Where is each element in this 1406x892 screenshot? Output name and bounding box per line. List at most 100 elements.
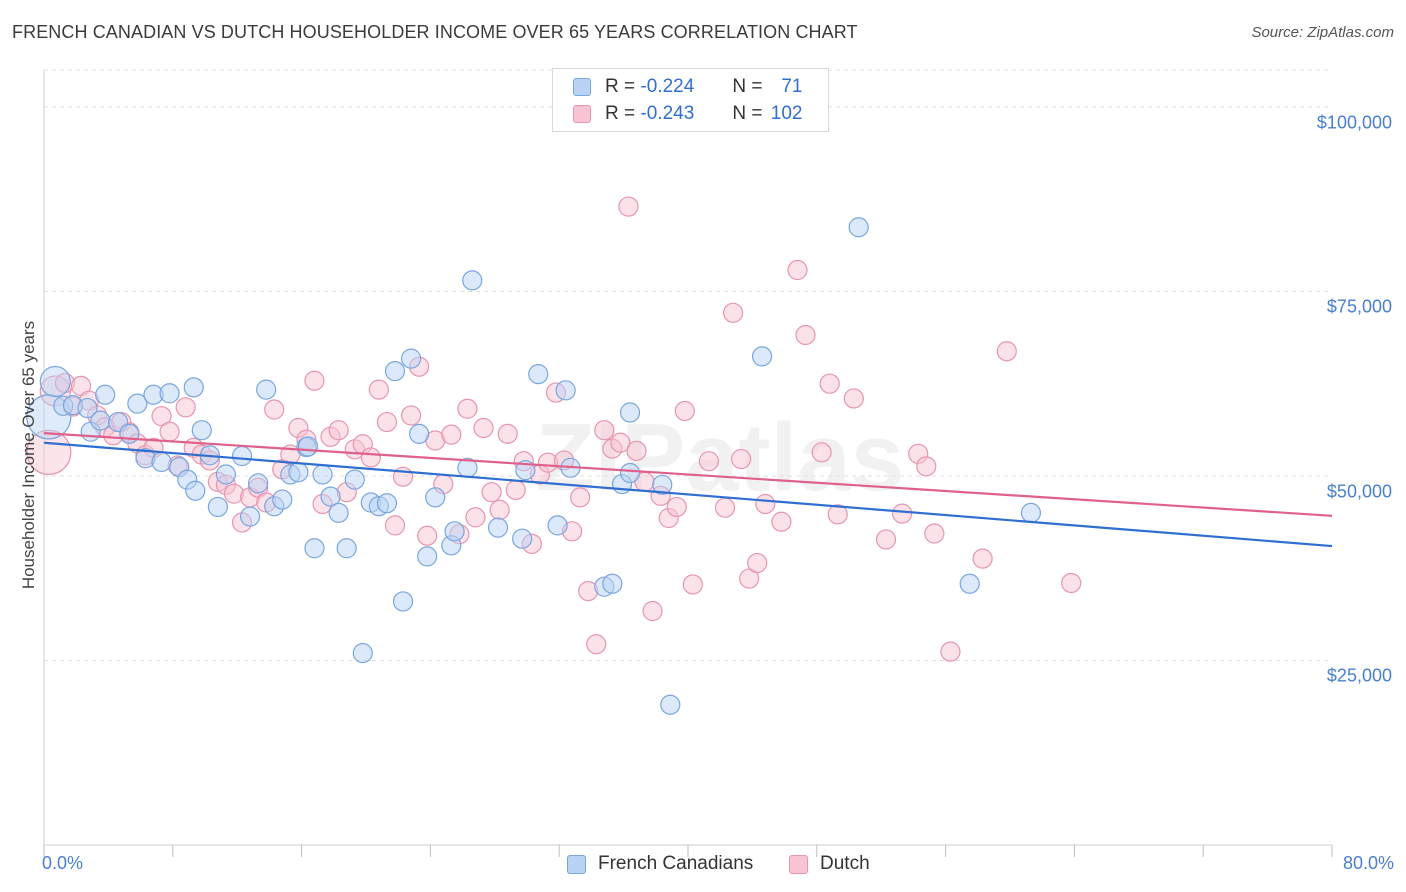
dutch-point xyxy=(698,451,720,472)
french-canadian-point xyxy=(528,363,549,385)
gridlines xyxy=(44,69,1332,661)
french-canadian-point xyxy=(256,379,277,400)
legend-n-value: 102 xyxy=(770,103,803,124)
y-tick-label-100000: $100,000 xyxy=(1316,112,1392,133)
french-canadian-point xyxy=(297,436,319,457)
dutch-point xyxy=(795,324,816,346)
dutch-point xyxy=(264,399,285,420)
french-canadian-point xyxy=(444,521,465,542)
french-canadian-point xyxy=(328,502,349,523)
french-canadian-point xyxy=(376,493,398,514)
french-canadian-point xyxy=(272,489,293,510)
legend-row-dutch: R = -0.243 N = 102 xyxy=(573,103,803,125)
dutch-point xyxy=(731,448,752,470)
french-canadian-point xyxy=(751,346,773,367)
dutch-point xyxy=(626,440,647,461)
dutch-point xyxy=(175,397,196,418)
french-canadian-point xyxy=(555,380,576,401)
french-canadian-point xyxy=(288,462,309,483)
dutch-point xyxy=(376,411,398,433)
legend-item-dutch[interactable]: Dutch xyxy=(789,853,870,875)
french-canadian-point xyxy=(239,506,261,527)
chart-title: FRENCH CANADIAN VS DUTCH HOUSEHOLDER INC… xyxy=(12,22,858,42)
legend-r-label: R = xyxy=(605,103,636,124)
dutch-point xyxy=(827,504,848,525)
french-canadian-point xyxy=(95,384,116,405)
french-canadian-point xyxy=(417,546,438,567)
dutch-point xyxy=(594,420,615,441)
french-canadian-point xyxy=(207,496,228,518)
dutch-point xyxy=(755,493,776,515)
legend-r-value: -0.224 xyxy=(640,76,695,97)
y-tick-label-75000: $75,000 xyxy=(1326,296,1392,317)
dutch-point xyxy=(1061,572,1082,594)
dutch-point xyxy=(400,405,422,426)
series-legend: French Canadians Dutch xyxy=(0,853,1406,877)
french-canadian-point xyxy=(77,397,98,419)
french-canadian-point xyxy=(619,462,641,484)
legend-row-french-canadians: R = -0.224 N = 71 xyxy=(573,76,803,98)
dutch-point xyxy=(819,373,840,394)
french-canadian-point xyxy=(344,469,365,490)
y-axis-title: Householder Income Over 65 years xyxy=(19,320,38,590)
legend-n-label: N = xyxy=(732,103,763,124)
dutch-point xyxy=(682,574,703,595)
dutch-point xyxy=(360,447,381,468)
x-tick-label-max: 80.0% xyxy=(1342,853,1394,873)
dutch-point xyxy=(972,548,993,569)
french-canadian-point xyxy=(602,573,623,594)
dutch-point xyxy=(481,482,502,503)
dutch-point xyxy=(916,456,937,477)
watermark: ZIPatlas xyxy=(536,404,904,511)
legend-swatch-french-canadians xyxy=(573,78,591,96)
french-canadian-point xyxy=(127,393,148,414)
french-canadian-point xyxy=(487,517,509,538)
dutch-point xyxy=(843,388,864,409)
dutch-point xyxy=(940,641,961,662)
dutch-point xyxy=(811,442,832,463)
french-canadian-point xyxy=(215,464,237,485)
trend-line-dutch xyxy=(43,432,1333,517)
legend-swatch-dutch xyxy=(789,854,808,874)
french-canadian-point xyxy=(547,515,568,536)
french-canadian-point xyxy=(39,365,71,398)
french-canadian-point xyxy=(425,487,446,508)
dutch-point xyxy=(666,496,687,518)
french-canadian-point xyxy=(320,486,341,507)
dutch-point xyxy=(465,507,486,528)
french-canadian-point xyxy=(392,591,414,612)
legend-n-label: N = xyxy=(732,76,763,97)
dutch-point xyxy=(505,479,526,501)
dutch-point xyxy=(457,398,478,419)
dutch-point xyxy=(674,400,695,422)
dutch-point xyxy=(642,600,663,622)
dutch-point xyxy=(924,523,945,544)
legend-swatch-dutch xyxy=(573,105,591,123)
dutch-point xyxy=(586,634,607,655)
french-canadian-point xyxy=(619,402,641,423)
y-tick-label-50000: $50,000 xyxy=(1326,481,1392,502)
dutch-point xyxy=(618,196,639,217)
dutch-point xyxy=(26,429,72,475)
dutch-point xyxy=(714,497,736,518)
dutch-point xyxy=(489,499,510,521)
french-canadian-point xyxy=(400,348,422,369)
series-dutch xyxy=(26,196,1082,662)
legend-label-dutch: Dutch xyxy=(820,853,870,874)
legend-item-french-canadians[interactable]: French Canadians xyxy=(567,853,753,875)
french-canadian-point xyxy=(151,451,172,473)
dutch-point xyxy=(159,421,180,442)
dutch-point xyxy=(384,515,406,536)
x-tick-label-min: 0.0% xyxy=(42,853,84,873)
french-canadian-point xyxy=(384,361,406,382)
x-axis-ticks xyxy=(43,845,1333,857)
dutch-point xyxy=(892,503,913,524)
french-canadian-point xyxy=(512,528,533,549)
dutch-point xyxy=(610,432,631,453)
dutch-point xyxy=(497,423,518,444)
dutch-point xyxy=(368,379,389,400)
dutch-point xyxy=(747,552,768,574)
french-canadian-point xyxy=(660,694,681,715)
trend-line-french-canadians xyxy=(43,441,1333,548)
